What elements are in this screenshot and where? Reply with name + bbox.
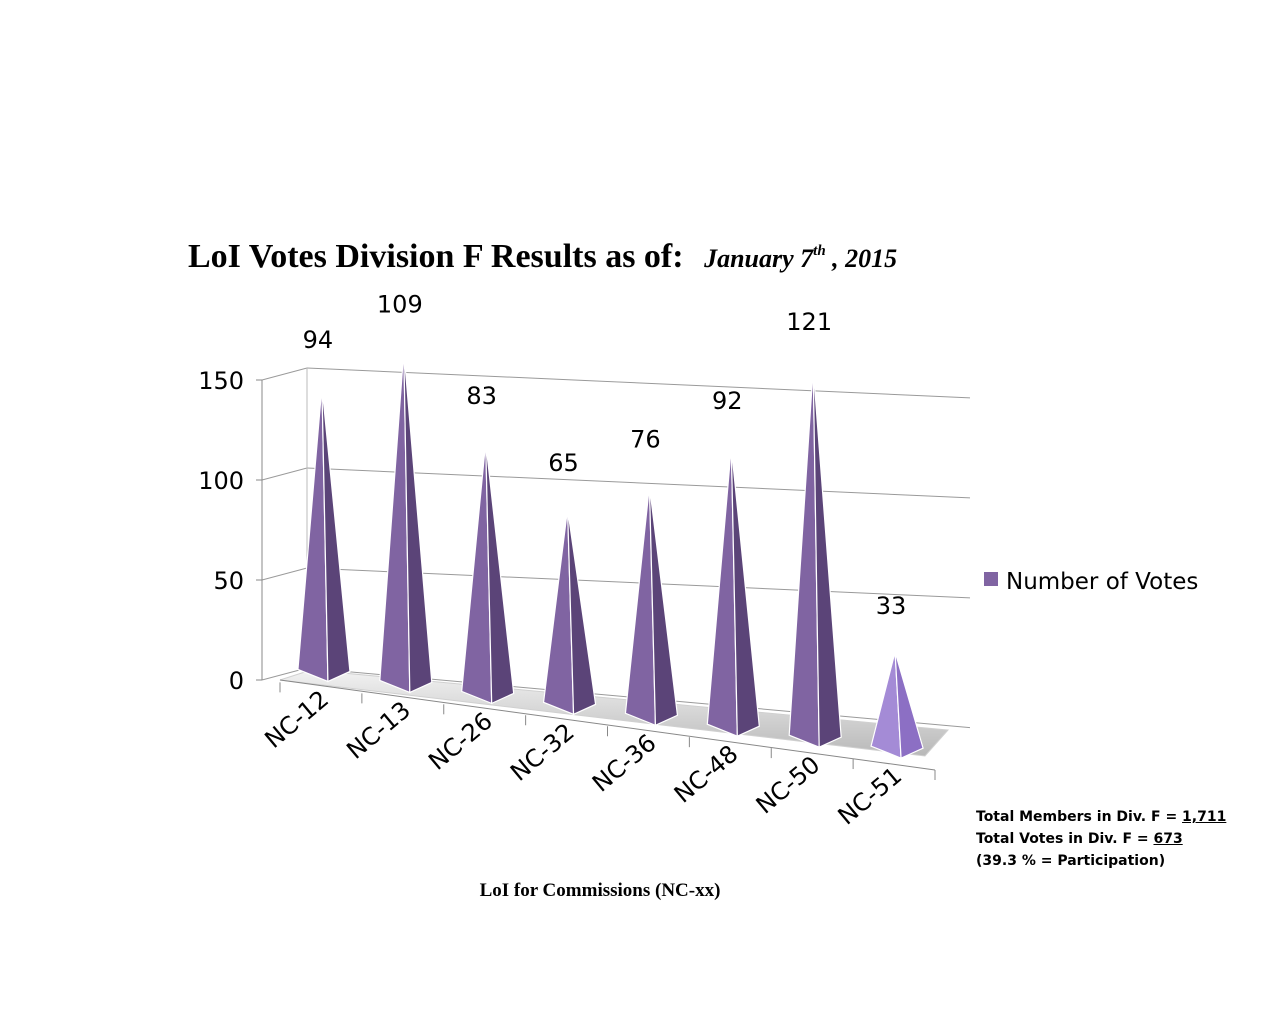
bar-side — [321, 386, 351, 683]
participation-line: (39.3 % = Participation) — [976, 853, 1166, 869]
date-suffix: , 2015 — [825, 244, 898, 273]
bar-side — [730, 446, 760, 738]
data-label: 83 — [466, 382, 497, 410]
grid-back-2 — [306, 467, 971, 499]
date-prefix: January 7 — [704, 244, 814, 273]
grid-side-1 — [261, 567, 308, 581]
chart-title-main: LoI Votes Division F Results as of: — [188, 238, 684, 275]
x-axis-line — [279, 679, 936, 771]
data-label: 121 — [786, 308, 832, 336]
chart-title: LoI Votes Division F Results as of: Janu… — [188, 238, 897, 276]
bar-side — [894, 651, 924, 760]
members-line: Total Members in Div. F = 1,711 — [976, 806, 1226, 828]
bar-side — [566, 508, 597, 716]
legend-label: Number of Votes — [1006, 569, 1198, 595]
data-label: 33 — [876, 592, 907, 620]
chart-title-date: January 7th , 2015 — [704, 243, 898, 273]
summary-notes: Total Members in Div. F = 1,711 Total Vo… — [976, 806, 1226, 872]
y-tick-label: 0 — [229, 667, 244, 695]
date-sup: th — [813, 243, 826, 259]
members-value: 1,711 — [1182, 809, 1227, 825]
chart-floor — [279, 669, 950, 757]
votes-value: 673 — [1153, 831, 1183, 847]
x-tick-label: NC-36 — [587, 729, 662, 798]
bar-side — [812, 368, 842, 749]
data-label: 76 — [630, 426, 661, 454]
data-label: 65 — [548, 449, 579, 477]
x-tick-label: NC-51 — [833, 762, 908, 831]
y-tick-label: 50 — [213, 567, 244, 595]
bar-side — [485, 442, 515, 705]
x-tick-label: NC-32 — [505, 718, 580, 787]
bar-side — [403, 350, 433, 694]
legend-swatch — [984, 572, 998, 586]
bar-side — [648, 485, 679, 727]
data-label: 94 — [303, 326, 334, 354]
grid-side-2 — [261, 467, 308, 481]
x-tick-label: NC-12 — [259, 685, 334, 754]
votes-label: Total Votes in Div. F = — [976, 831, 1154, 847]
grid-back-3 — [306, 367, 971, 399]
data-label: 109 — [377, 291, 423, 319]
y-tick-label: 100 — [198, 467, 244, 495]
x-tick-label: NC-13 — [341, 696, 416, 765]
votes-line: Total Votes in Div. F = 673 — [976, 828, 1226, 850]
x-axis-title: LoI for Commissions (NC-xx) — [480, 880, 721, 901]
x-tick-label: NC-50 — [751, 751, 826, 820]
x-tick-label: NC-26 — [423, 707, 498, 776]
x-tick-label: NC-48 — [669, 740, 744, 809]
data-label: 92 — [712, 387, 743, 415]
members-label: Total Members in Div. F = — [976, 809, 1183, 825]
y-tick-label: 150 — [198, 367, 244, 395]
grid-side-3 — [261, 367, 308, 381]
